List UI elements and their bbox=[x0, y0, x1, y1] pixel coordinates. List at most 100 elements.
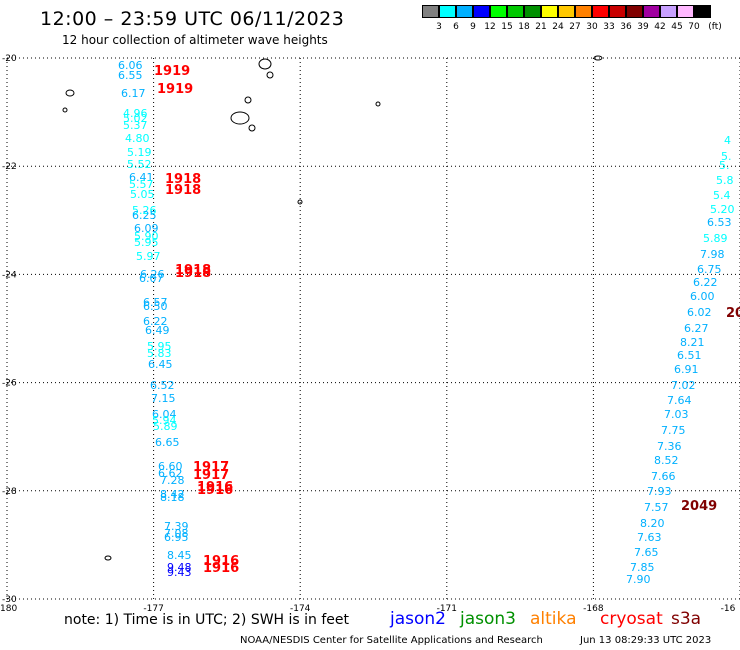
swh-label: 5.89 bbox=[153, 420, 178, 433]
y-tick-label: -22 bbox=[2, 162, 17, 172]
swh-label: 6.07 bbox=[139, 272, 164, 285]
swh-label: 5.83 bbox=[147, 347, 172, 360]
swh-label: 5.97 bbox=[136, 250, 161, 263]
swh-label: 6.52 bbox=[150, 379, 175, 392]
pass-time-label: 20 bbox=[726, 306, 740, 321]
swh-label: 6.75 bbox=[697, 263, 722, 276]
satellite-legend-item: altika bbox=[530, 609, 577, 629]
scale-label: 70 bbox=[688, 22, 700, 32]
scale-label: 9 bbox=[470, 22, 476, 32]
swh-label: 7.75 bbox=[661, 424, 686, 437]
swh-label: 7.15 bbox=[151, 392, 176, 405]
pass-time-label: 1916 bbox=[203, 554, 239, 569]
x-tick-label: -168 bbox=[583, 604, 604, 614]
swh-label: 5.52 bbox=[127, 158, 152, 171]
x-tick-label: -180 bbox=[0, 604, 17, 614]
x-tick-label: -171 bbox=[437, 604, 457, 614]
scale-label: 6 bbox=[453, 22, 459, 32]
swh-label: 5.89 bbox=[703, 232, 728, 245]
pass-time-label: 1917 bbox=[193, 460, 229, 475]
swh-label: 7.81 bbox=[0, 0, 25, 3]
y-tick-label: -20 bbox=[2, 54, 17, 64]
swh-label: 7.39 bbox=[164, 520, 189, 533]
scale-unit-label: (ft) bbox=[708, 22, 722, 32]
swh-label: 6.09 bbox=[134, 222, 159, 235]
island-outline bbox=[258, 58, 272, 70]
swh-label: 7.65 bbox=[634, 546, 659, 559]
swh-label: 6.51 bbox=[677, 349, 702, 362]
units-note: note: 1) Time is in UTC; 2) SWH is in fe… bbox=[64, 612, 350, 628]
island-outline bbox=[297, 199, 303, 205]
satellite-legend-item: s3a bbox=[671, 609, 702, 629]
scale-label: 39 bbox=[637, 22, 649, 32]
swh-label: 8.04 bbox=[0, 0, 25, 3]
y-tick-label: -24 bbox=[2, 270, 17, 280]
swh-label: 9.43 bbox=[167, 566, 192, 579]
pass-time-label: 1916 bbox=[197, 483, 233, 498]
swh-label: 6.60 bbox=[158, 460, 183, 473]
swh-label: 6.22 bbox=[143, 315, 168, 328]
scale-label: 21 bbox=[535, 22, 547, 32]
swh-label: 5.02 bbox=[123, 112, 148, 125]
swh-label: 9.40 bbox=[0, 0, 25, 3]
swh-label: 5.05 bbox=[130, 188, 155, 201]
island-outline bbox=[65, 89, 75, 97]
swh-label: 5.94 bbox=[152, 414, 177, 427]
scale-swatch bbox=[694, 5, 711, 18]
swh-label: 7.90 bbox=[626, 573, 651, 586]
scale-swatch bbox=[677, 5, 694, 18]
scale-label: 24 bbox=[552, 22, 564, 32]
swh-label: 7.93 bbox=[647, 485, 672, 498]
swh-label: 7.85 bbox=[630, 561, 655, 574]
scale-swatch bbox=[592, 5, 609, 18]
pass-time-label: 1918 bbox=[175, 263, 211, 278]
swh-label: 8.45 bbox=[167, 549, 192, 562]
swh-label: 7.60 bbox=[0, 0, 25, 3]
y-tick-label: -26 bbox=[2, 379, 17, 389]
satellite-legend-item: jason3 bbox=[460, 609, 516, 629]
swh-label: 6.45 bbox=[148, 358, 173, 371]
scale-swatch bbox=[660, 5, 677, 18]
swh-label: 6.17 bbox=[121, 87, 146, 100]
swh-label: 7.03 bbox=[664, 408, 689, 421]
scale-label: 42 bbox=[654, 22, 666, 32]
scale-swatch bbox=[575, 5, 592, 18]
scale-swatch bbox=[609, 5, 626, 18]
swh-label: 5.37 bbox=[123, 119, 148, 132]
island-outline bbox=[62, 107, 68, 113]
scale-label: 12 bbox=[484, 22, 496, 32]
swh-label: 9.06 bbox=[0, 0, 25, 3]
swh-label: 6.22 bbox=[693, 276, 718, 289]
swh-label: 5.4 bbox=[713, 189, 731, 202]
swh-label: 8.18 bbox=[160, 491, 185, 504]
pass-time-label: 1918 bbox=[175, 266, 211, 281]
swh-label: 7.77 bbox=[0, 0, 25, 3]
swh-label: 8.20 bbox=[640, 517, 665, 530]
scale-label: 36 bbox=[620, 22, 632, 32]
pass-time-label: 1919 bbox=[157, 82, 193, 97]
scale-swatch bbox=[507, 5, 524, 18]
swh-label: 6.50 bbox=[143, 300, 168, 313]
swh-label: 7.63 bbox=[637, 531, 662, 544]
y-tick-label: -28 bbox=[2, 487, 17, 497]
swh-label: 7.36 bbox=[657, 440, 682, 453]
footer-organization: NOAA/NESDIS Center for Satellite Applica… bbox=[240, 635, 543, 646]
swh-label: 6.41 bbox=[129, 171, 154, 184]
swh-label: 6.62 bbox=[158, 467, 183, 480]
swh-label: 5. bbox=[719, 159, 730, 172]
scale-label: 33 bbox=[603, 22, 615, 32]
island-outline bbox=[104, 555, 112, 561]
swh-label: 5.19 bbox=[127, 146, 152, 159]
island-outline bbox=[230, 111, 250, 125]
swh-label: 4.96 bbox=[123, 107, 148, 120]
scale-swatch bbox=[524, 5, 541, 18]
swh-label: 6.55 bbox=[118, 69, 143, 82]
island-outline bbox=[248, 124, 256, 132]
footer-timestamp: Jun 13 08:29:33 UTC 2023 bbox=[580, 635, 712, 646]
swh-label: 9.48 bbox=[167, 561, 192, 574]
swh-label: 6.65 bbox=[155, 436, 180, 449]
x-tick-label: -16 bbox=[721, 604, 736, 614]
scale-swatch bbox=[439, 5, 456, 18]
island-outline bbox=[593, 55, 603, 61]
